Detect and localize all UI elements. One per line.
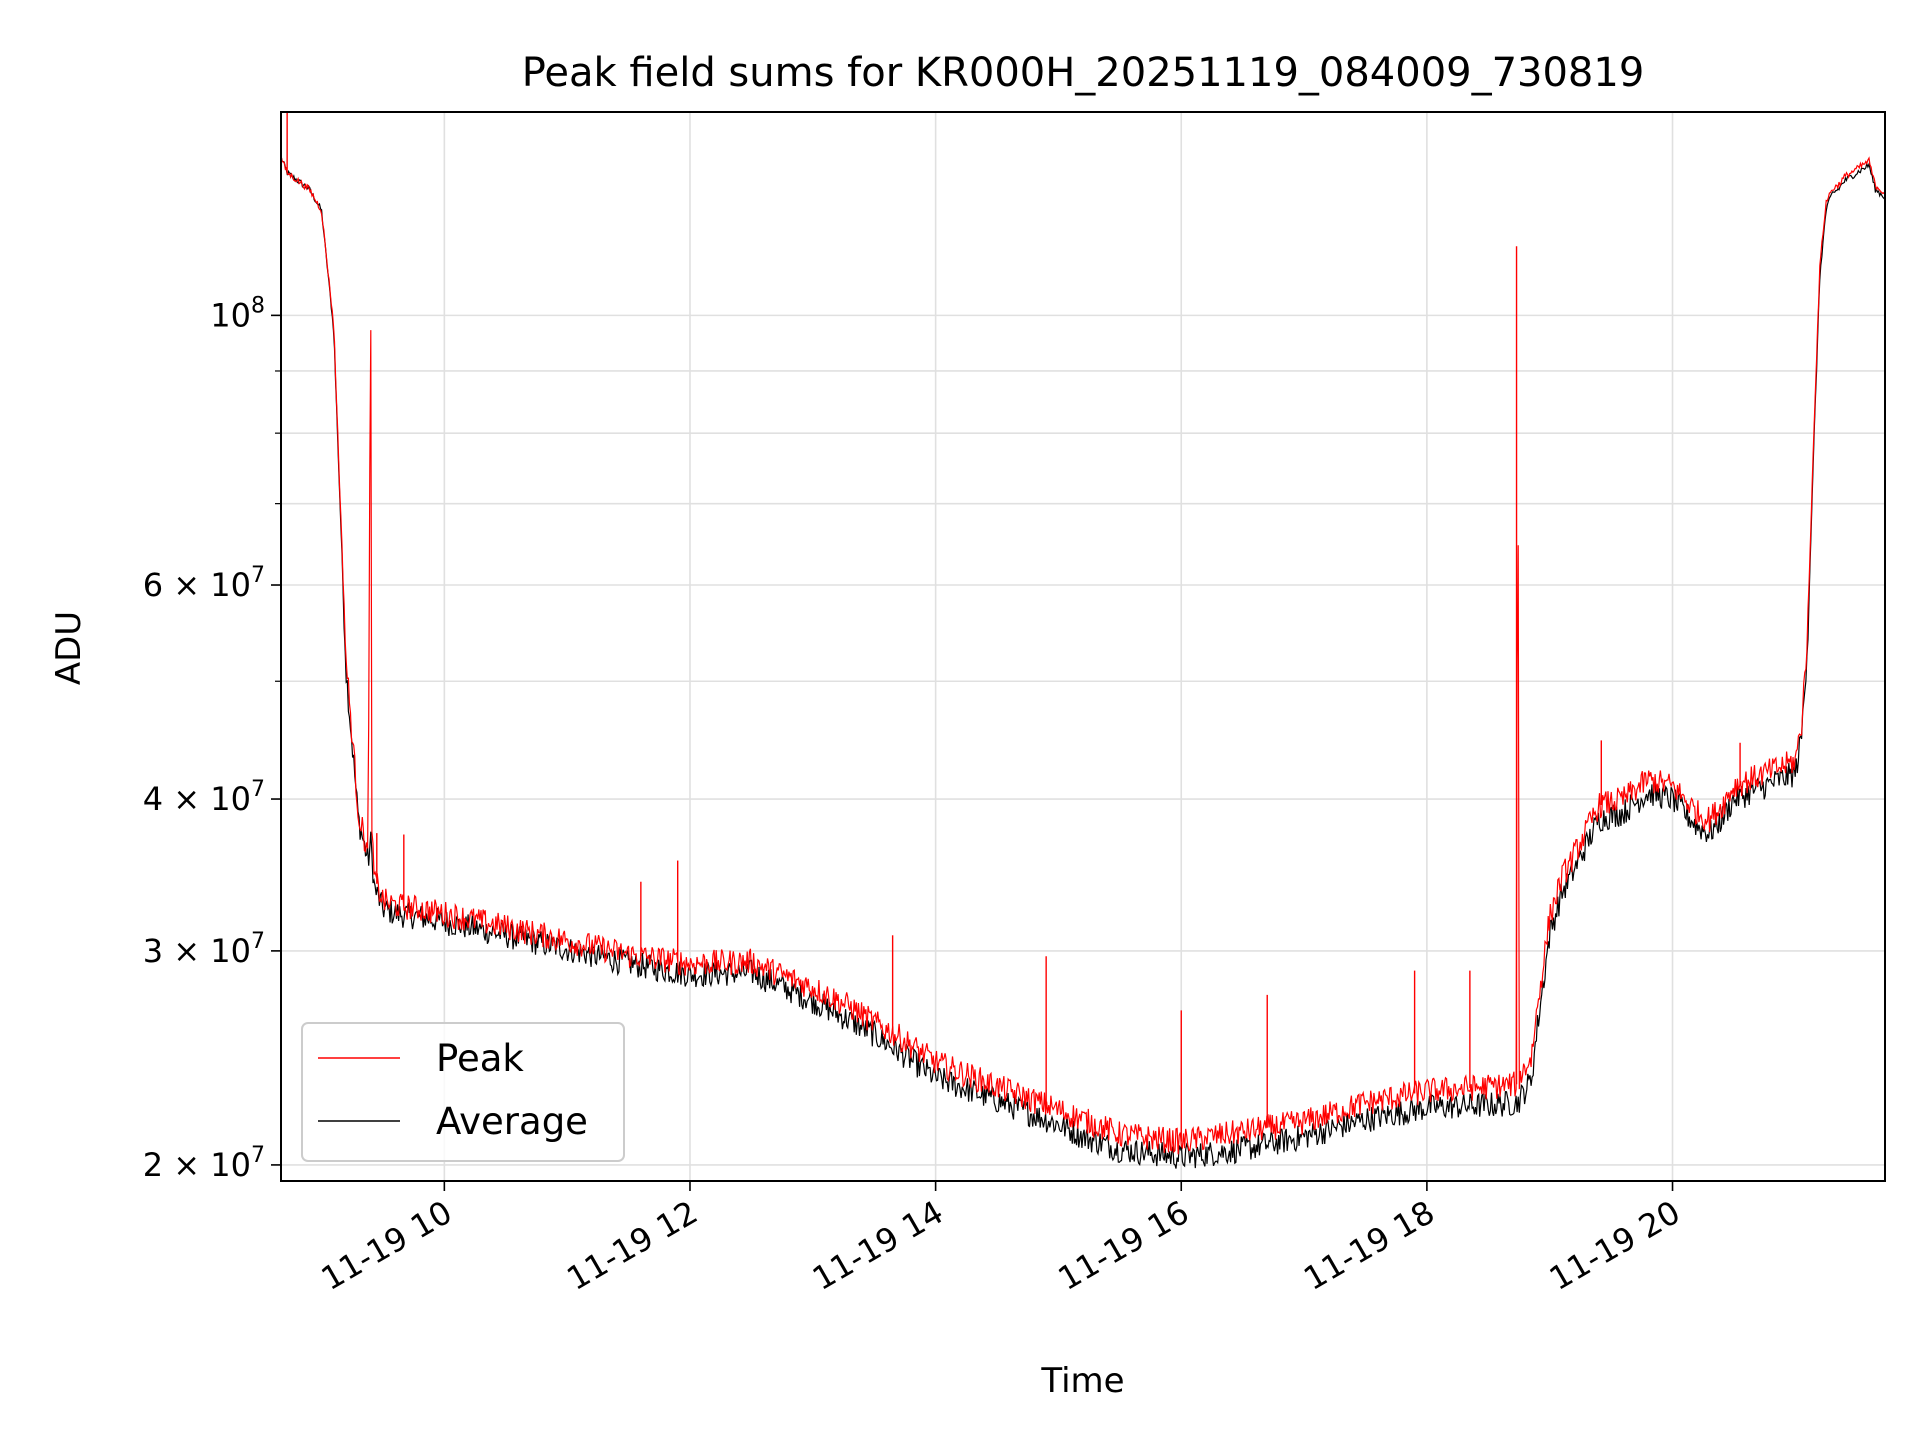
y-tick-exponent: 7 [251, 777, 265, 802]
legend: Peak Average [301, 1022, 625, 1162]
y-tick-exponent: 8 [251, 293, 265, 318]
y-tick-base: 3 × 10 [143, 932, 251, 970]
y-tick-label: 2 × 107 [143, 1143, 265, 1184]
x-axis-label: Time [1040, 1361, 1124, 1401]
y-tick-exponent: 7 [251, 1143, 265, 1168]
plot-series [280, 112, 1886, 1169]
y-tick-label: 4 × 107 [143, 777, 265, 818]
y-tick-base: 2 × 10 [143, 1146, 251, 1184]
y-axis-label: ADU [49, 611, 89, 685]
legend-label-peak: Peak [436, 1037, 524, 1080]
y-tick-exponent: 7 [251, 563, 265, 588]
y-tick-base: 4 × 10 [143, 780, 251, 818]
y-tick-label: 3 × 107 [143, 929, 265, 970]
legend-label-average: Average [436, 1100, 588, 1143]
y-tick-base: 6 × 10 [143, 566, 251, 604]
series-line-average [280, 155, 1886, 1169]
y-tick-base: 10 [210, 296, 251, 334]
y-tick-label: 6 × 107 [143, 563, 265, 604]
y-tick-label: 108 [210, 293, 265, 334]
plot-frame [280, 111, 1886, 1182]
series-line-peak [280, 155, 1886, 1155]
grid-lines [281, 112, 1885, 1181]
chart-title: Peak field sums for KR000H_20251119_0840… [522, 50, 1645, 96]
y-tick-exponent: 7 [251, 929, 265, 954]
